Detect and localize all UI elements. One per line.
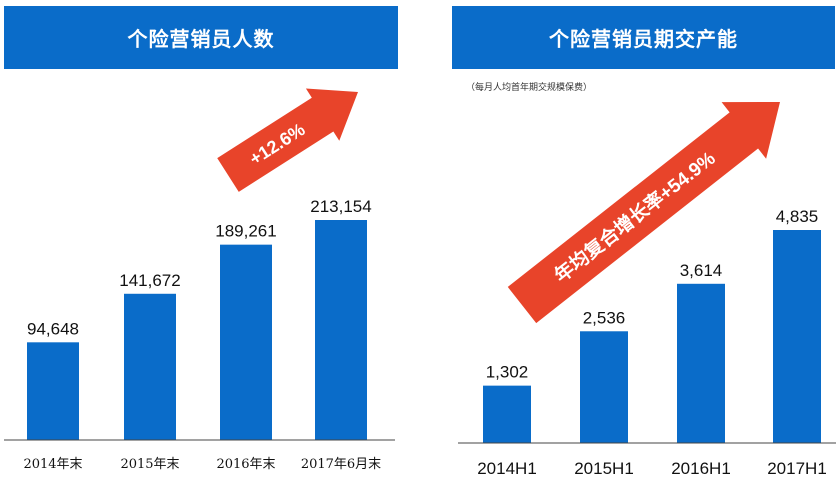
- left-chart-title: 个险营销员人数: [4, 6, 398, 69]
- right-value-label-2: 2,536: [583, 308, 626, 327]
- right-category-label-2: 2015H1: [574, 459, 634, 478]
- right-category-label-4: 2017H1: [767, 459, 827, 478]
- right-chart-title: 个险营销员期交产能: [452, 6, 835, 69]
- right-bar-1: [483, 385, 531, 443]
- right-category-label-3: 2016H1: [671, 459, 731, 478]
- left-category-label-2: 2015年末: [120, 457, 179, 472]
- right-bar-4: [773, 230, 821, 443]
- right-growth-arrow-shape: [507, 101, 781, 324]
- left-category-label-1: 2014年末: [23, 457, 82, 472]
- left-bar-4: [315, 220, 367, 440]
- left-bar-1: [27, 342, 79, 440]
- left-bar-3: [220, 244, 272, 440]
- right-bar-3: [677, 283, 725, 443]
- left-growth-arrow-shape: [217, 88, 358, 192]
- left-category-label-4: 2017年6月末: [301, 457, 381, 472]
- left-growth-arrow: +12.6%: [217, 88, 358, 192]
- right-chart-subtitle: （每月人均首年期交规模保费）: [466, 83, 593, 93]
- right-bar-2: [580, 331, 628, 443]
- right-value-label-1: 1,302: [486, 363, 529, 382]
- right-value-label-3: 3,614: [680, 261, 723, 280]
- right-category-label-1: 2014H1: [477, 459, 537, 478]
- right-value-label-4: 4,835: [776, 207, 819, 226]
- left-value-label-1: 94,648: [27, 319, 79, 338]
- left-category-label-3: 2016年末: [216, 457, 275, 472]
- left-bar-2: [124, 293, 176, 440]
- left-value-label-4: 213,154: [310, 197, 371, 216]
- left-value-label-3: 189,261: [215, 222, 276, 241]
- right-growth-arrow: 年均复合增长率+54.9%: [507, 101, 781, 324]
- left-value-label-2: 141,672: [119, 271, 180, 290]
